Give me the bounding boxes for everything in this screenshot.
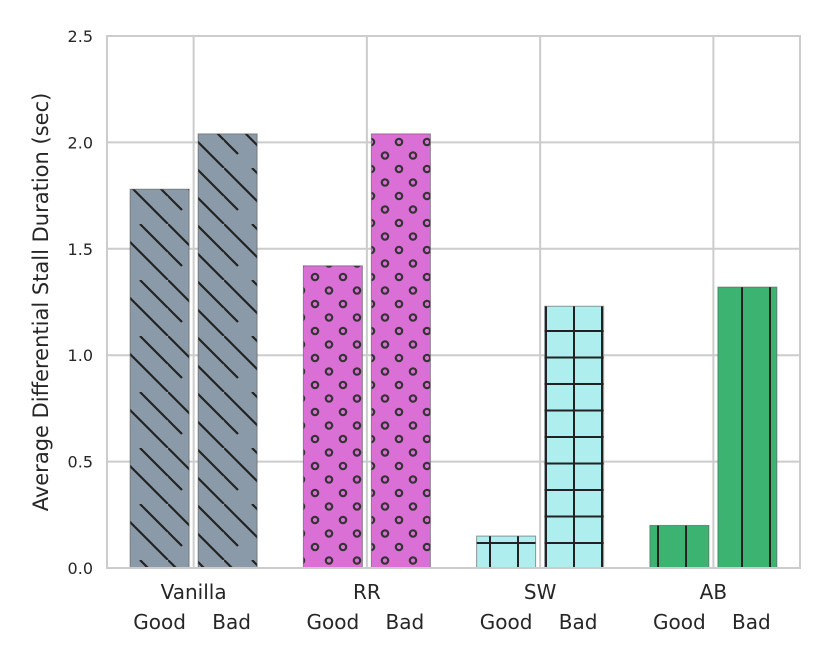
y-tick-label: 1.0 [68, 346, 93, 365]
y-tick-label: 1.5 [68, 240, 93, 259]
bar-hatch-sw-bad [544, 305, 605, 569]
plot-frame [106, 35, 801, 569]
bar-hatch-vanilla-bad [197, 133, 258, 569]
group-label-sw: SW [524, 580, 557, 604]
bar-label-bad: Bad [559, 610, 598, 634]
bar-label-bad: Bad [732, 610, 771, 634]
bar-label-bad: Bad [212, 610, 251, 634]
y-tick-label: 0.5 [68, 453, 93, 472]
bar-label-good: Good [480, 610, 533, 634]
y-axis-label: Average Differential Stall Duration (sec… [29, 93, 53, 512]
bar-label-good: Good [133, 610, 186, 634]
bar-hatch-rr-good [302, 265, 363, 569]
y-tick-label: 2.0 [68, 133, 93, 152]
y-tick-label: 2.5 [68, 27, 93, 46]
bar-hatch-sw-good [476, 535, 537, 569]
bar-label-good: Good [653, 610, 706, 634]
group-label-rr: RR [353, 580, 381, 604]
bar-label-good: Good [307, 610, 360, 634]
y-tick-label: 0.0 [68, 559, 93, 578]
bar-hatch-vanilla-good [129, 188, 190, 569]
group-label-vanilla: Vanilla [161, 580, 227, 604]
bar-hatch-ab-bad [717, 286, 778, 569]
bar-label-bad: Bad [386, 610, 425, 634]
bars [129, 133, 778, 569]
bar-hatch-ab-good [649, 524, 710, 569]
group-label-ab: AB [700, 580, 727, 604]
bar-hatch-rr-bad [370, 133, 431, 569]
y-tick-labels: 0.0 0.5 1.0 1.5 2.0 2.5 [68, 27, 93, 578]
